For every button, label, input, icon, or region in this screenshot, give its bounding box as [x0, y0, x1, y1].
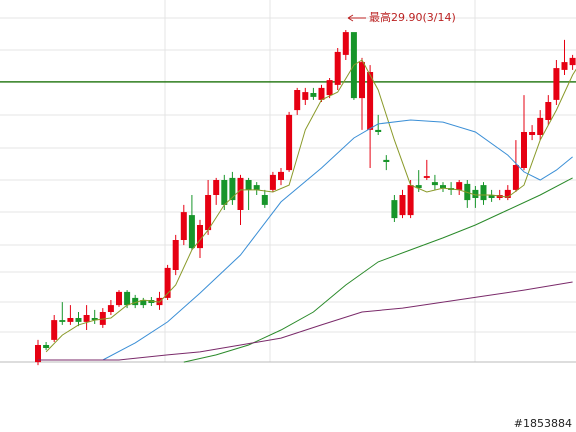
candle-body — [140, 300, 147, 306]
candle-body — [334, 51, 341, 85]
candle-body — [116, 291, 122, 306]
candle-body — [521, 132, 527, 168]
candle-body — [318, 87, 325, 100]
candle-body — [504, 189, 511, 198]
candle-body — [245, 180, 252, 190]
candle-body — [83, 315, 90, 322]
candle-body — [545, 102, 552, 120]
candle-body — [221, 180, 228, 205]
candle-body — [553, 68, 560, 100]
candle-body — [180, 212, 187, 240]
candle-body — [472, 189, 479, 198]
candle-body — [286, 114, 293, 171]
candle-body — [43, 345, 50, 348]
candle-body — [132, 297, 139, 306]
candle-body — [529, 132, 536, 135]
candle-body — [91, 318, 98, 321]
candle-body — [75, 318, 82, 322]
grid — [0, 0, 576, 363]
candle-body — [172, 240, 179, 270]
candle-body — [310, 93, 317, 97]
candle-body — [107, 305, 114, 312]
moving-average-line — [183, 177, 573, 363]
candle-body — [407, 185, 414, 216]
candle-body — [35, 345, 41, 363]
candle-body — [294, 90, 301, 111]
candle-body — [456, 182, 463, 190]
moving-average-line — [38, 281, 573, 361]
candle-body — [480, 185, 487, 201]
moving-average-line — [102, 119, 573, 361]
candle-body — [326, 80, 333, 96]
watermark: #1853884 — [514, 417, 572, 430]
candle-body — [569, 57, 576, 66]
candle-body — [342, 32, 349, 55]
candle-body — [99, 312, 106, 325]
candle-body — [237, 177, 244, 210]
candle-body — [59, 320, 66, 322]
candle-body — [164, 267, 171, 298]
moving-average-line — [45, 59, 576, 353]
candle-body — [51, 320, 58, 340]
candle-body — [375, 129, 382, 132]
candle-body — [261, 195, 268, 205]
candle-body — [367, 72, 374, 130]
candle-body — [213, 180, 220, 195]
candle-body — [423, 176, 430, 178]
candle-body — [440, 185, 446, 189]
candle-body — [205, 195, 212, 231]
candle-body — [537, 117, 544, 135]
candle-body — [253, 185, 260, 190]
candle-body — [229, 177, 236, 201]
candle-body — [383, 159, 390, 162]
candle-body — [561, 62, 568, 70]
candle-body — [302, 92, 309, 100]
candle-body — [359, 62, 365, 99]
candle-body — [278, 171, 284, 180]
candle-body — [188, 215, 195, 249]
candle-body — [197, 225, 203, 249]
candle-body — [124, 291, 131, 306]
annotation-arrowhead — [347, 14, 354, 22]
candle-body — [269, 174, 276, 190]
candle-body — [399, 195, 406, 216]
candle-body — [512, 165, 519, 190]
candle-body — [415, 185, 422, 189]
candle-body — [391, 200, 398, 219]
annotation: 最高29.90(3/14) — [369, 10, 456, 24]
candle-body — [488, 195, 495, 198]
candle-body — [431, 182, 438, 186]
candle-body — [67, 318, 74, 322]
